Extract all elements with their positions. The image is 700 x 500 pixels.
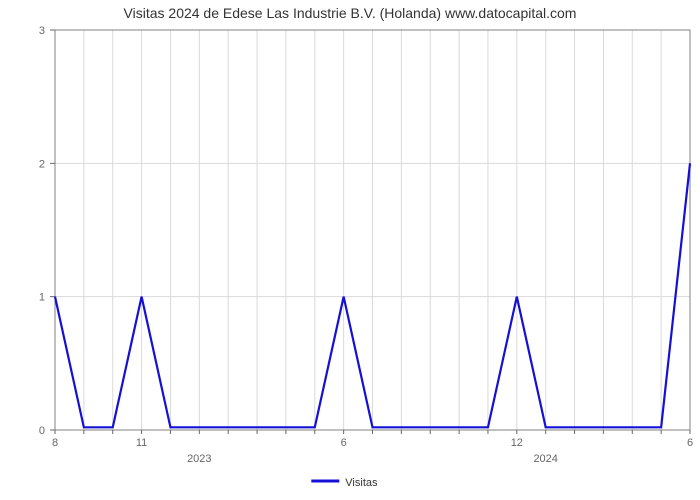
x-tick-label: 12	[511, 437, 523, 449]
y-tick-label: 0	[39, 425, 45, 437]
chart-container: { "chart": { "type": "line", "title": "V…	[0, 0, 700, 500]
x-tick-label: 11	[136, 437, 147, 449]
chart-bg	[0, 0, 700, 500]
x-tick-label: 8	[52, 437, 58, 449]
y-tick-label: 1	[39, 292, 45, 304]
x-tick-label: 6	[687, 437, 693, 449]
x-year-label: 2024	[533, 453, 557, 465]
legend-label: Visitas	[345, 477, 378, 489]
chart-title: Visitas 2024 de Edese Las Industrie B.V.…	[124, 5, 577, 21]
legend-swatch	[311, 480, 339, 483]
y-tick-label: 2	[39, 158, 45, 170]
line-chart: Visitas 2024 de Edese Las Industrie B.V.…	[0, 0, 700, 500]
y-tick-label: 3	[39, 25, 45, 37]
x-year-label: 2023	[187, 453, 211, 465]
x-tick-label: 6	[341, 437, 347, 449]
